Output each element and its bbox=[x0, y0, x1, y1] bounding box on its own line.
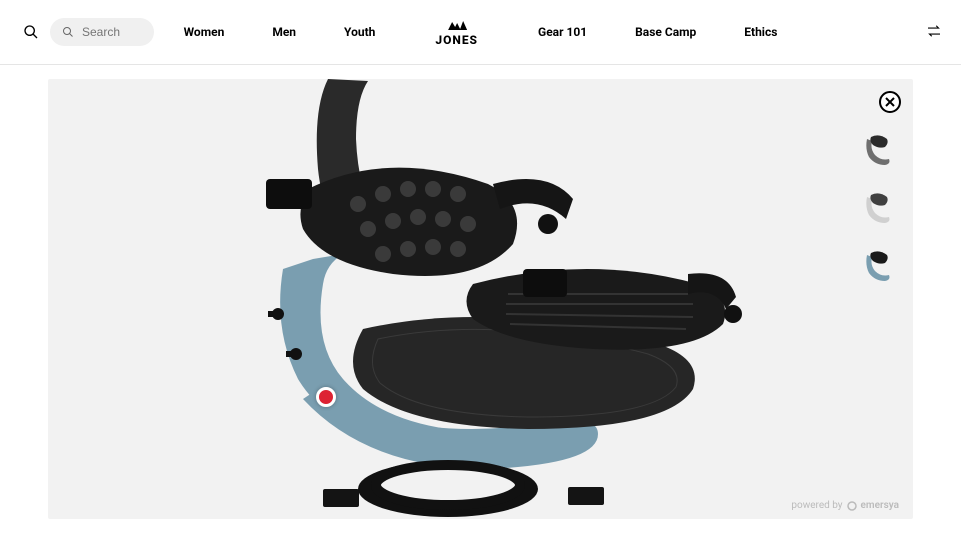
hotspot-marker[interactable] bbox=[316, 387, 336, 407]
binding-thumb-icon bbox=[857, 247, 897, 287]
search-icon bbox=[62, 26, 74, 38]
search-area bbox=[18, 18, 154, 46]
main-nav: Women Men Youth JONES Gear 101 Base Camp… bbox=[184, 17, 778, 47]
powered-by-text: powered by bbox=[791, 500, 842, 511]
nav-youth[interactable]: Youth bbox=[344, 25, 375, 39]
nav-women[interactable]: Women bbox=[184, 25, 225, 39]
product-exploded-view bbox=[128, 69, 748, 529]
close-button[interactable] bbox=[879, 91, 901, 113]
nav-men[interactable]: Men bbox=[272, 25, 296, 39]
product-viewer[interactable]: powered by emersya bbox=[48, 79, 913, 519]
nav-gear101[interactable]: Gear 101 bbox=[538, 25, 587, 39]
search-input[interactable] bbox=[82, 25, 142, 39]
mountain-icon bbox=[444, 17, 470, 31]
powered-by: powered by emersya bbox=[791, 500, 899, 511]
header: Women Men Youth JONES Gear 101 Base Camp… bbox=[0, 0, 961, 65]
powered-by-brand: emersya bbox=[861, 500, 899, 511]
emersya-logo-icon bbox=[847, 501, 857, 511]
binding-thumb-icon bbox=[857, 189, 897, 229]
swap-icon bbox=[925, 22, 943, 40]
compare-icon-button[interactable] bbox=[925, 22, 943, 43]
search-icon bbox=[23, 24, 39, 40]
thumb-variant-blue[interactable] bbox=[853, 243, 901, 291]
logo-text: JONES bbox=[435, 33, 478, 47]
search-icon-button[interactable] bbox=[18, 19, 44, 45]
thumb-variant-gray[interactable] bbox=[853, 127, 901, 175]
close-icon bbox=[885, 97, 895, 107]
thumb-variant-light[interactable] bbox=[853, 185, 901, 233]
nav-basecamp[interactable]: Base Camp bbox=[635, 25, 696, 39]
color-thumbnails bbox=[853, 127, 901, 291]
search-pill[interactable] bbox=[50, 18, 154, 46]
binding-thumb-icon bbox=[857, 131, 897, 171]
brand-logo[interactable]: JONES bbox=[435, 17, 478, 47]
nav-ethics[interactable]: Ethics bbox=[744, 25, 777, 39]
